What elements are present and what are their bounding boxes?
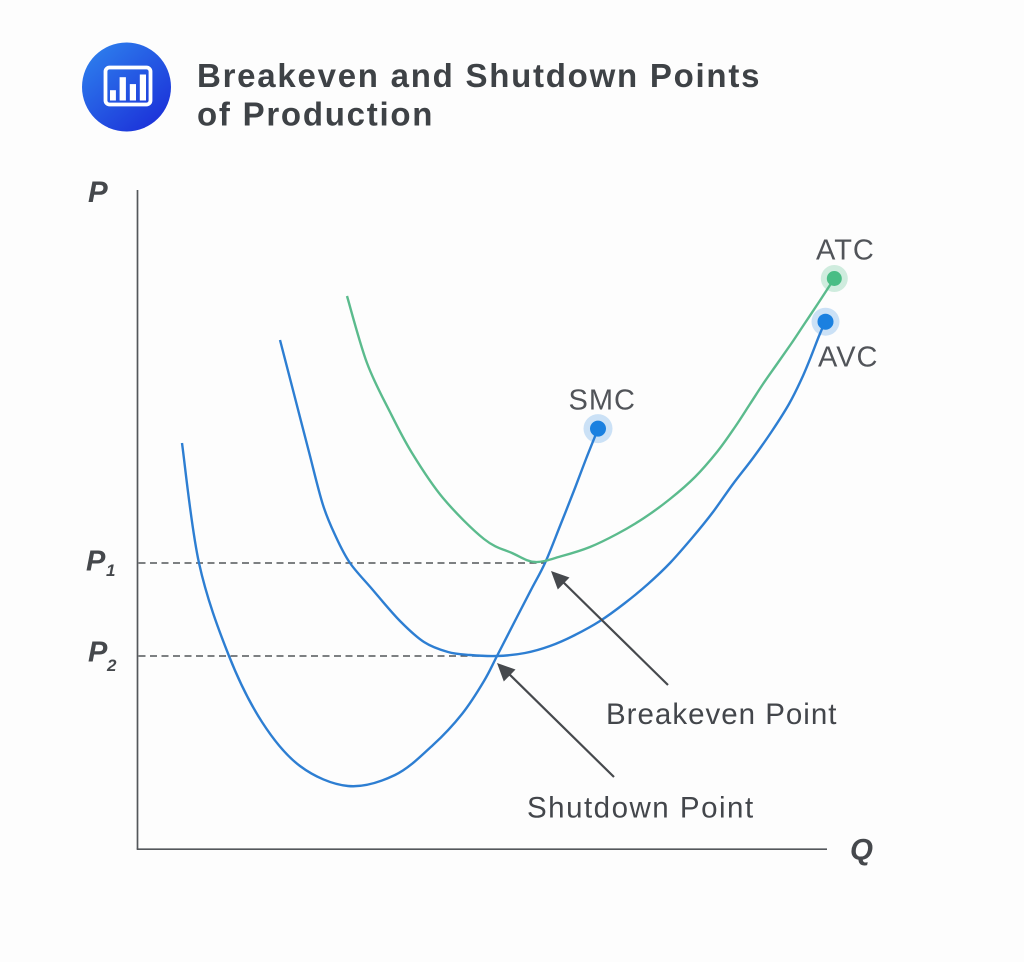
svg-text:Q: Q xyxy=(850,834,873,867)
svg-text:Shutdown Point: Shutdown Point xyxy=(527,792,755,825)
svg-text:AVC: AVC xyxy=(818,342,878,374)
svg-text:P: P xyxy=(88,637,108,669)
svg-text:2: 2 xyxy=(106,656,117,675)
svg-text:1: 1 xyxy=(106,561,115,580)
svg-text:P: P xyxy=(88,176,108,209)
svg-text:of Production: of Production xyxy=(197,96,434,133)
svg-text:Breakeven and Shutdown Points: Breakeven and Shutdown Points xyxy=(197,57,761,94)
svg-text:P: P xyxy=(86,546,106,578)
svg-text:Breakeven Point: Breakeven Point xyxy=(606,698,837,731)
svg-text:SMC: SMC xyxy=(569,385,636,417)
svg-text:ATC: ATC xyxy=(816,235,875,267)
